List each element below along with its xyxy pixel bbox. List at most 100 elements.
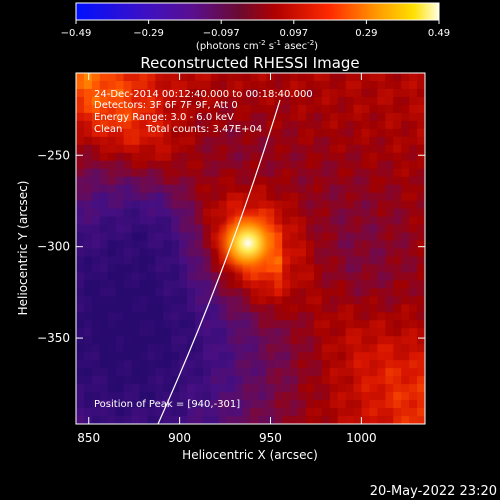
heatmap-cell [91,400,101,409]
heatmap-cell [91,264,101,274]
heatmap-cell [76,416,85,424]
colorbar-tick-label: 0.29 [355,28,377,39]
heatmap-cell [147,208,156,218]
heatmap-cell [115,392,125,401]
heatmap-cell [417,88,425,98]
heatmap-cell [306,224,315,234]
heatmap-cell [377,80,386,90]
heatmap-cell [179,344,188,353]
colorbar-tick-label: 0.49 [428,28,450,39]
heatmap-cell [266,80,275,90]
heatmap-cell [393,304,402,313]
heatmap-cell [83,152,93,162]
heatmap-cell [274,280,283,289]
heatmap-cell [250,296,260,305]
heatmap-cell [171,288,180,297]
heatmap-cell [187,392,196,401]
heatmap-cell [107,104,117,114]
heatmap-cell [242,280,252,289]
heatmap-cell [274,216,283,226]
heatmap-cell [210,104,220,114]
heatmap-cell [385,208,394,218]
heatmap-cell [353,416,363,424]
heatmap-cell [115,176,125,186]
heatmap-cell [329,368,339,377]
heatmap-cell [258,168,267,178]
heatmap-cell [202,288,212,297]
heatmap-cell [194,368,204,377]
heatmap-cell [258,368,267,377]
heatmap-cell [313,352,323,361]
heatmap-cell [266,208,275,218]
annotation-peak: Position of Peak = [940,-301] [94,399,240,410]
heatmap-cell [313,73,323,82]
heatmap-cell [194,392,204,401]
heatmap-cell [99,368,109,377]
heatmap-cell [210,112,220,122]
heatmap-cell [353,144,363,154]
heatmap-cell [266,368,275,377]
heatmap-cell [155,352,164,361]
heatmap-cell [179,96,188,106]
heatmap-cell [361,128,371,138]
heatmap-cell [329,88,339,98]
heatmap-cell [179,160,188,170]
heatmap-cell [194,120,204,130]
heatmap-cell [353,400,363,409]
heatmap-cell [250,176,260,186]
heatmap-cell [155,88,164,98]
heatmap-cell [313,160,323,170]
heatmap-cell [266,344,275,353]
heatmap-cell [76,152,85,162]
heatmap-cell [306,304,315,313]
heatmap-cell [242,320,252,329]
heatmap-cell [123,344,133,353]
heatmap-cell [76,408,85,417]
heatmap-cell [250,408,260,417]
heatmap-cell [107,232,117,242]
heatmap-cell [131,280,141,289]
heatmap-cell [123,368,133,377]
heatmap-cell [194,416,204,424]
heatmap-cell [353,288,363,297]
heatmap-cell [393,168,402,178]
heatmap-cell [179,312,188,321]
heatmap-cell [337,240,347,250]
heatmap-cell [76,120,85,130]
heatmap-cell [306,168,315,178]
heatmap-cell [306,144,315,154]
heatmap-cell [298,224,307,234]
heatmap-cell [131,144,141,154]
heatmap-cell [242,352,252,361]
heatmap-cell [401,328,410,337]
heatmap-cell [361,184,371,194]
heatmap-cell [361,208,371,218]
heatmap-cell [226,160,236,170]
heatmap-cell [99,376,109,385]
heatmap-cell [337,176,347,186]
heatmap-cell [234,136,244,146]
heatmap-cell [282,368,291,377]
heatmap-cell [377,408,386,417]
heatmap-cell [409,296,418,305]
heatmap-cell [369,176,379,186]
heatmap-cell [409,264,418,274]
heatmap-cell [258,136,267,146]
heatmap-cell [313,320,323,329]
heatmap-cell [107,328,117,337]
heatmap-cell [171,128,180,138]
heatmap-cell [194,224,204,234]
heatmap-cell [258,144,267,154]
heatmap-cell [226,320,236,329]
heatmap-cell [91,176,101,186]
heatmap-cell [306,240,315,250]
heatmap-cell [202,312,212,321]
heatmap-cell [202,376,212,385]
heatmap-cell [393,200,402,210]
heatmap-cell [361,104,371,114]
heatmap-cell [385,192,394,202]
heatmap-cell [377,296,386,305]
heatmap-cell [131,208,141,218]
heatmap-cell [369,128,379,138]
heatmap-cell [417,352,425,361]
